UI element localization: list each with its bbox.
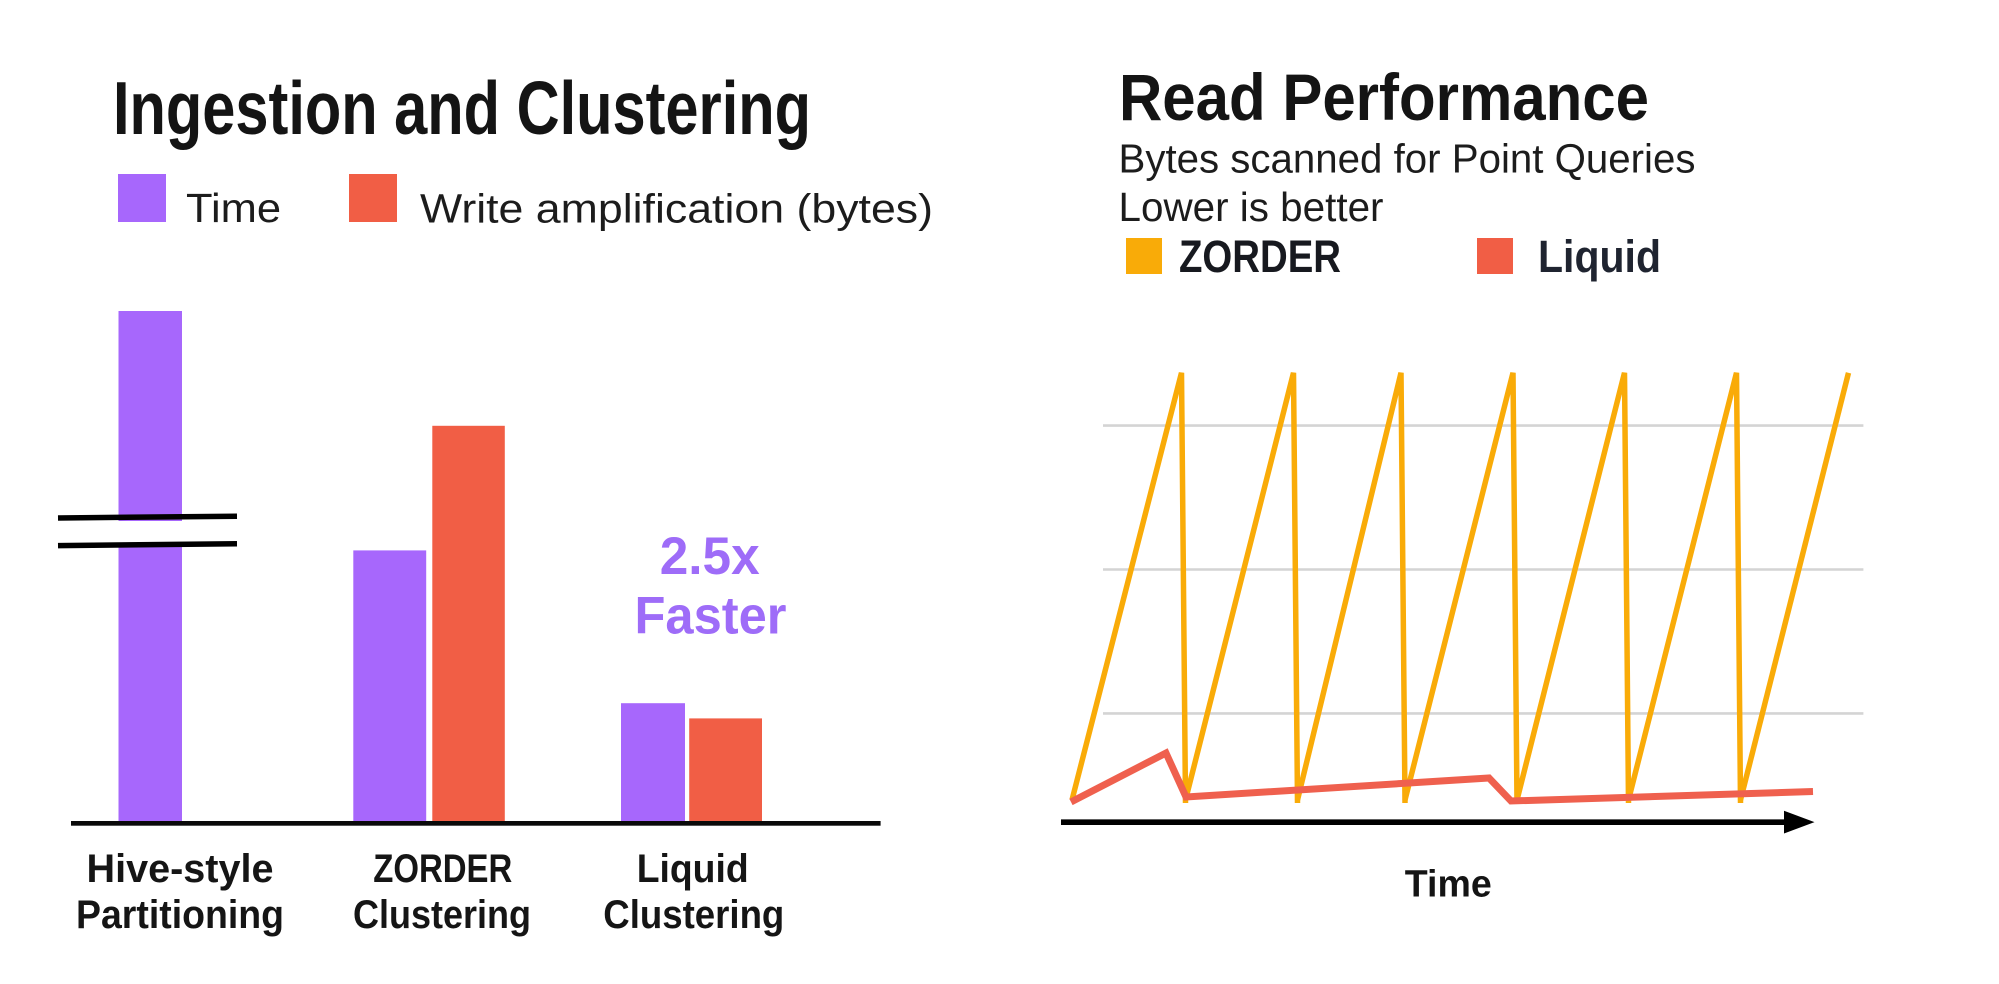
- svg-text:Liquid: Liquid: [637, 847, 749, 891]
- svg-text:Lower is better: Lower is better: [1119, 184, 1384, 230]
- svg-text:2.5x: 2.5x: [660, 527, 761, 586]
- svg-text:Time: Time: [1405, 864, 1492, 906]
- svg-text:Liquid: Liquid: [1538, 231, 1661, 282]
- svg-text:ZORDER: ZORDER: [373, 847, 512, 891]
- svg-text:Read Performance: Read Performance: [1119, 60, 1649, 134]
- svg-text:Clustering: Clustering: [353, 893, 531, 937]
- svg-text:Write amplification (bytes): Write amplification (bytes): [420, 186, 933, 232]
- svg-text:Time: Time: [186, 185, 281, 231]
- svg-text:Bytes scanned for Point Querie: Bytes scanned for Point Queries: [1119, 136, 1696, 182]
- svg-text:Clustering: Clustering: [603, 893, 784, 937]
- svg-text:Faster: Faster: [635, 587, 787, 646]
- svg-text:Ingestion and Clustering: Ingestion and Clustering: [113, 66, 811, 150]
- svg-text:Hive-style: Hive-style: [87, 847, 274, 891]
- svg-text:ZORDER: ZORDER: [1179, 231, 1341, 282]
- svg-text:Partitioning: Partitioning: [76, 893, 284, 937]
